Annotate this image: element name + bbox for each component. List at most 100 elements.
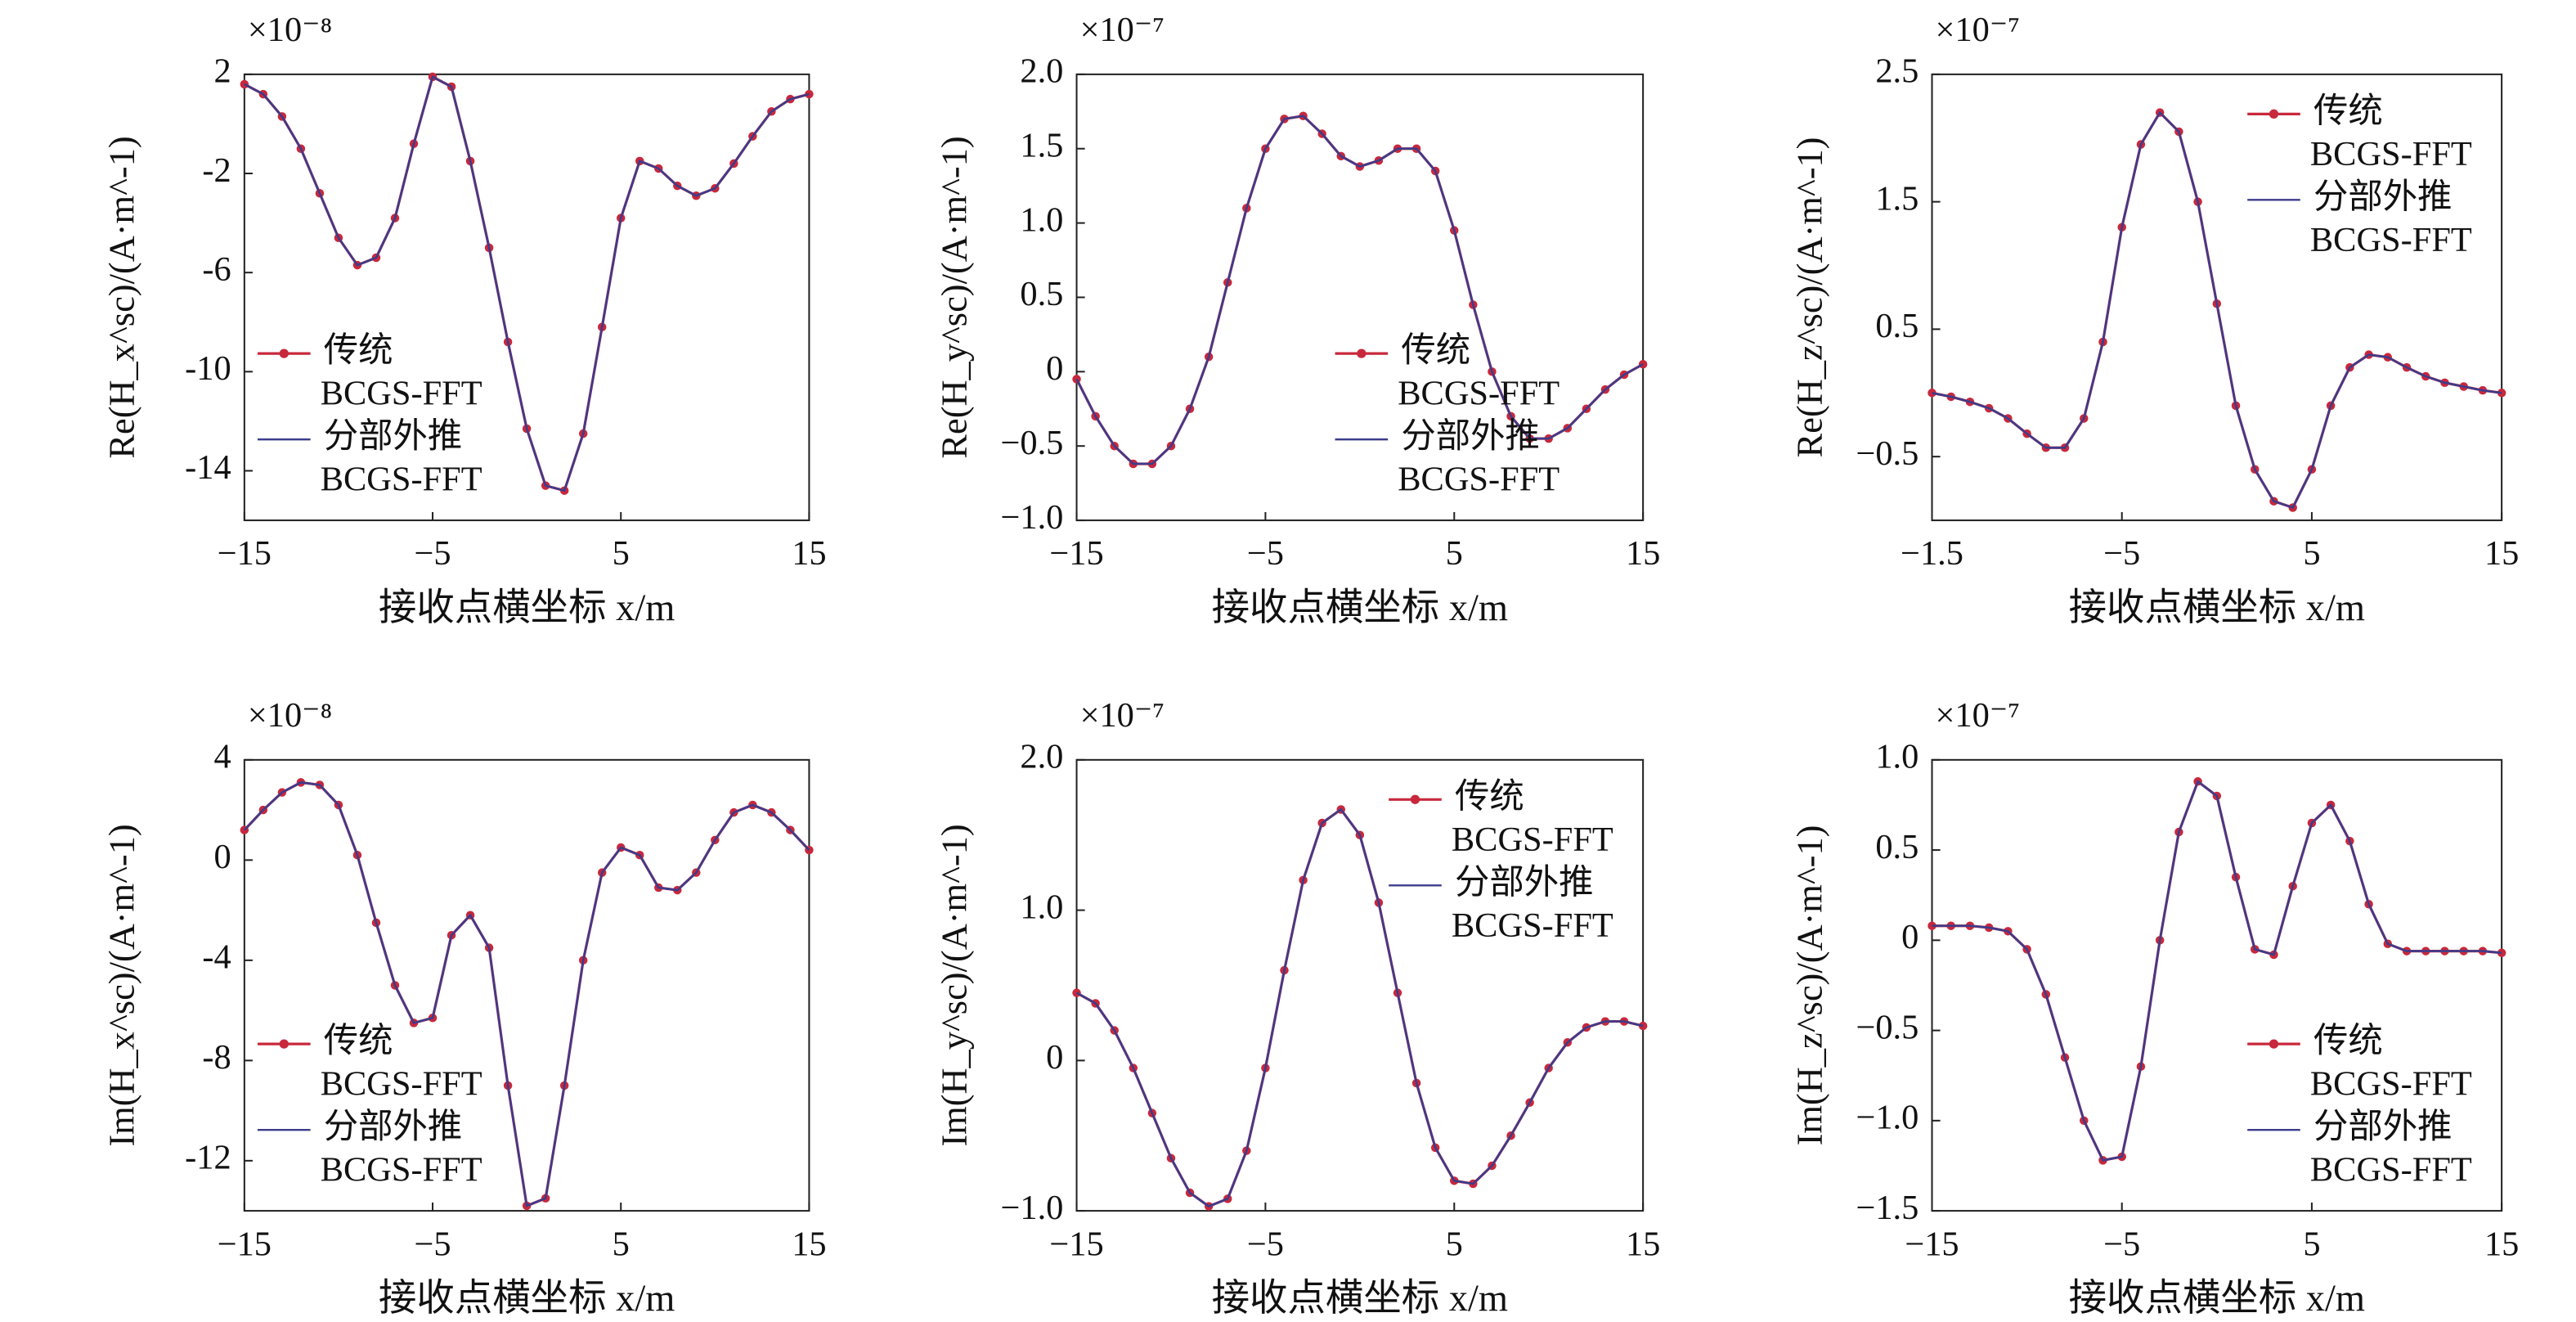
plot-frame [1931,73,2503,522]
series-line [1932,110,2502,510]
exponent-label: ×10⁻⁷ [1080,696,1165,735]
y-axis-label: Im(H_y^sc)/(A·m^-1) [933,824,974,1146]
legend-label: 传统 BCGS-FFT [1398,331,1560,412]
panel: −15 −5 5 15 −1.5 −1.0 −0.5 0 0.5 1.0 ×10⁻⁷ 接收点横坐标 x… [1788,696,2519,1320]
exponent-label: ×10⁻⁷ [1936,11,2020,49]
legend-marker [2269,1039,2279,1049]
series-line [243,781,810,1207]
y-tick-label: -6 [202,250,231,289]
legend-marker [279,1039,289,1049]
x-tick-label: −15 [1905,1225,1959,1263]
legend-label: 分部外推 BCGS-FFT [2310,178,2472,259]
x-tick-label: 5 [1446,1225,1463,1263]
series-marker [1638,1021,1648,1031]
plot-frame [243,73,810,522]
y-tick-label: 0.5 [1020,275,1063,313]
y-tick-label: -4 [202,938,231,977]
y-tick-label: 0.5 [1875,307,1919,345]
plot-frame [1075,758,1645,1212]
y-tick-label: 1.0 [1020,200,1063,239]
x-tick-label: −1.5 [1901,534,1963,573]
x-tick-label: 15 [2484,1225,2519,1263]
exponent-label: ×10⁻⁸ [248,696,332,735]
legend-label: 传统 BCGS-FFT [321,1022,482,1103]
legend-marker [1410,794,1420,804]
x-tick-label: 15 [1626,534,1660,573]
x-tick-label: −15 [218,1225,272,1263]
y-tick-label: 1.5 [1020,126,1063,164]
exponent-label: ×10⁻⁷ [1936,696,2020,735]
x-tick-label: −5 [1247,1225,1284,1263]
exponent-label: ×10⁻⁷ [1080,11,1165,49]
y-axis-label: Im(H_x^sc)/(A·m^-1) [101,824,142,1146]
series-line [1075,807,1644,1208]
x-tick-label: −15 [218,534,272,573]
y-tick-label: −0.5 [1000,424,1063,462]
plot-frame [243,758,810,1212]
y-tick-label: 0 [1901,918,1919,956]
y-tick-label: 4 [213,738,231,776]
plot-frame [1931,758,2503,1212]
panel: −15 −5 5 15 −1.0 0 1.0 2.0 ×10⁻⁷ 接收点横坐标 x/m Im(H_y… [933,696,1660,1320]
y-tick-label: 2 [213,52,231,91]
panel: −15 −5 5 15 -12 -8 -4 0 4 ×10⁻⁸ 接收点横坐标 x/m Im(H_x^s… [101,696,827,1320]
y-tick-label: -2 [202,151,231,190]
x-tick-label: −5 [2103,534,2140,573]
x-tick-label: −15 [1049,534,1103,573]
series-line [244,74,810,492]
y-tick-label: -10 [185,349,231,388]
x-tick-label: 15 [2484,534,2519,573]
x-tick-label: 5 [613,534,630,573]
y-tick-label: −1.0 [1000,1189,1063,1227]
y-tick-label: −0.5 [1856,1008,1919,1046]
y-axis-label: Re(H_z^sc)/(A·m^-1) [1788,137,1829,458]
x-tick-label: 15 [1626,1225,1660,1263]
y-tick-label: −0.5 [1856,434,1919,473]
y-tick-label: 2.0 [1020,52,1063,91]
x-tick-label: −5 [414,1225,451,1263]
legend-marker [1357,348,1367,358]
series-line [1932,780,2502,1162]
y-tick-label: -14 [185,448,231,487]
x-axis-label: 接收点横坐标 x/m [2069,587,2365,629]
x-tick-label: 15 [792,1225,826,1263]
x-tick-label: −5 [1247,534,1284,573]
x-axis-label: 接收点横坐标 x/m [379,1278,675,1320]
legend-label: 分部外推 BCGS-FFT [1398,417,1560,499]
y-tick-label: 1.0 [1875,738,1919,776]
legend-marker [2269,109,2279,119]
panel: −15 −5 5 15 -14 -10 -6 -2 2 ×10⁻⁸ 接收点横坐标 x/m Re(H_x… [101,11,827,629]
x-tick-label: 5 [2303,534,2320,573]
y-tick-label: -8 [202,1038,231,1077]
series-marker [2497,948,2506,958]
x-axis-label: 接收点横坐标 x/m [1212,1278,1508,1320]
legend-label: 分部外推 BCGS-FFT [321,1108,482,1189]
y-tick-label: 2.0 [1020,738,1063,776]
y-tick-label: 0 [213,838,231,876]
exponent-label: ×10⁻⁸ [248,11,332,49]
y-tick-label: 0 [1046,1038,1063,1077]
y-axis-label: Im(H_z^sc)/(A·m^-1) [1788,825,1829,1146]
series-marker [1928,389,1936,398]
y-tick-label: −1.5 [1856,1189,1919,1227]
series-line [1075,115,1644,465]
y-tick-label: 1.5 [1875,179,1919,218]
legend-marker [279,348,289,358]
legend-label: 传统 BCGS-FFT [321,331,482,412]
figure-body: −15 −5 5 15 -14 -10 -6 -2 2 ×10⁻⁸ 接收点横坐标 x/m Re(H_x… [101,11,2520,1320]
y-tick-label: 0.5 [1875,828,1919,866]
x-tick-label: 5 [1446,534,1463,573]
legend-label: 传统 BCGS-FFT [2310,92,2472,173]
x-axis-label: 接收点横坐标 x/m [379,587,675,629]
x-axis-label: 接收点横坐标 x/m [2069,1278,2365,1320]
y-tick-label: 1.0 [1020,888,1063,926]
panel: −1.5 −5 5 15 −0.5 0.5 1.5 2.5 ×10⁻⁷ 接收点横坐标 x/m Re(… [1788,11,2519,629]
y-tick-label: −1.0 [1856,1099,1919,1137]
x-tick-label: 5 [2303,1225,2320,1263]
x-tick-label: 15 [792,534,826,573]
y-tick-label: 2.5 [1875,52,1919,91]
x-tick-label: −15 [1049,1225,1103,1263]
legend-label: 分部外推 BCGS-FFT [321,417,482,499]
x-tick-label: 5 [613,1225,630,1263]
